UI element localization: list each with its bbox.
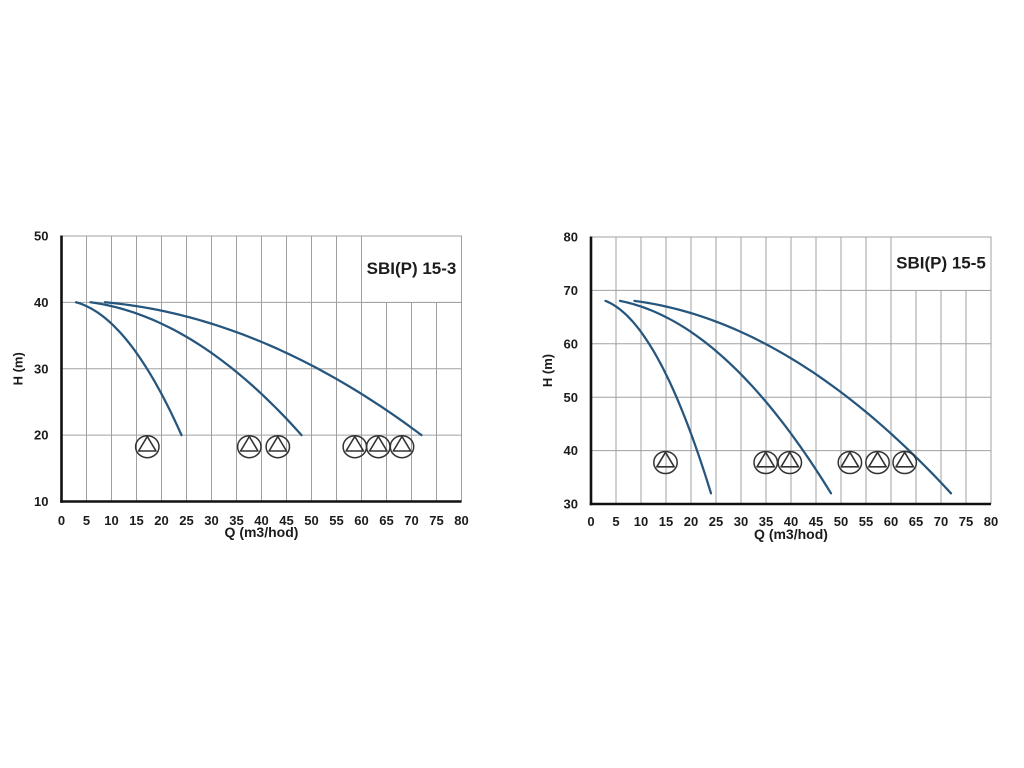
svg-text:15: 15	[659, 514, 673, 529]
svg-text:80: 80	[984, 514, 998, 529]
svg-text:60: 60	[884, 514, 898, 529]
svg-text:35: 35	[759, 514, 773, 529]
svg-text:20: 20	[684, 514, 698, 529]
svg-text:15: 15	[129, 513, 143, 528]
svg-text:75: 75	[959, 514, 973, 529]
svg-text:55: 55	[329, 513, 343, 528]
svg-text:30: 30	[564, 497, 578, 512]
svg-text:H (m): H (m)	[11, 352, 26, 385]
svg-text:40: 40	[784, 514, 798, 529]
svg-text:30: 30	[734, 514, 748, 529]
svg-text:60: 60	[354, 513, 368, 528]
svg-text:H (m): H (m)	[540, 354, 555, 387]
svg-text:70: 70	[564, 283, 578, 298]
svg-text:SBI(P) 15-3: SBI(P) 15-3	[367, 259, 457, 278]
svg-text:10: 10	[34, 494, 48, 509]
svg-text:Q (m3/hod): Q (m3/hod)	[225, 524, 299, 540]
svg-text:40: 40	[564, 443, 578, 458]
svg-text:20: 20	[154, 513, 168, 528]
svg-text:50: 50	[834, 514, 848, 529]
svg-text:0: 0	[58, 513, 65, 528]
svg-text:5: 5	[83, 513, 90, 528]
svg-text:80: 80	[454, 513, 468, 528]
svg-text:0: 0	[587, 514, 594, 529]
svg-text:25: 25	[709, 514, 723, 529]
svg-text:35: 35	[229, 513, 243, 528]
svg-text:45: 45	[809, 514, 823, 529]
svg-text:30: 30	[34, 361, 48, 376]
svg-text:50: 50	[564, 390, 578, 405]
svg-text:65: 65	[379, 513, 393, 528]
svg-text:80: 80	[564, 230, 578, 245]
svg-text:40: 40	[254, 513, 268, 528]
svg-text:5: 5	[612, 514, 619, 529]
svg-text:25: 25	[179, 513, 193, 528]
svg-text:30: 30	[204, 513, 218, 528]
svg-text:65: 65	[909, 514, 923, 529]
svg-text:45: 45	[279, 513, 293, 528]
svg-text:55: 55	[859, 514, 873, 529]
svg-text:60: 60	[564, 336, 578, 351]
svg-text:Q (m3/hod): Q (m3/hod)	[754, 526, 828, 542]
svg-text:20: 20	[34, 428, 48, 443]
svg-text:75: 75	[429, 513, 443, 528]
svg-text:70: 70	[934, 514, 948, 529]
svg-text:50: 50	[34, 229, 48, 244]
svg-text:10: 10	[634, 514, 648, 529]
svg-text:SBI(P) 15-5: SBI(P) 15-5	[896, 254, 986, 273]
svg-text:50: 50	[304, 513, 318, 528]
svg-text:10: 10	[104, 513, 118, 528]
svg-text:40: 40	[34, 295, 48, 310]
svg-text:70: 70	[404, 513, 418, 528]
